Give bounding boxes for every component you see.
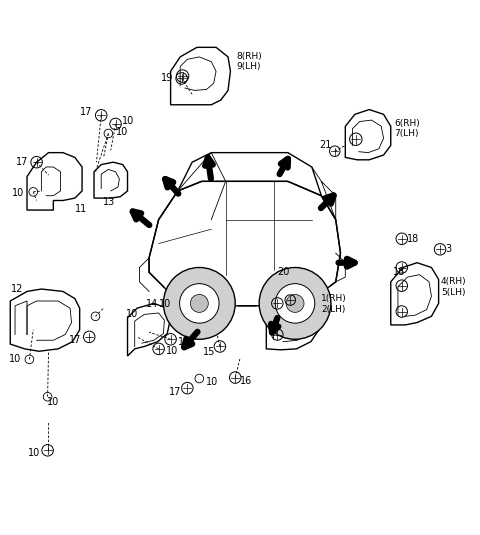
Text: 8(RH): 8(RH) — [236, 52, 262, 62]
Text: 17: 17 — [169, 387, 181, 397]
Text: 10: 10 — [116, 127, 128, 137]
Text: 9(LH): 9(LH) — [236, 62, 261, 71]
Text: 17: 17 — [16, 157, 28, 167]
Circle shape — [161, 265, 238, 342]
Text: 14: 14 — [146, 300, 158, 309]
Text: 19: 19 — [161, 73, 173, 83]
Polygon shape — [283, 276, 316, 316]
Polygon shape — [149, 181, 340, 306]
Text: 4(RH): 4(RH) — [441, 277, 467, 286]
Text: 17: 17 — [69, 335, 81, 345]
Polygon shape — [128, 303, 170, 356]
Text: 12: 12 — [11, 284, 24, 294]
Text: 10: 10 — [28, 448, 40, 458]
Text: 15: 15 — [203, 347, 215, 357]
Text: 2(LH): 2(LH) — [322, 304, 346, 314]
Text: 10: 10 — [166, 346, 178, 356]
Text: 10: 10 — [205, 377, 218, 387]
Circle shape — [276, 284, 315, 323]
Text: 21: 21 — [319, 141, 331, 150]
Text: 6(RH): 6(RH) — [394, 119, 420, 128]
Text: 5(LH): 5(LH) — [441, 288, 466, 297]
Text: 18: 18 — [407, 234, 419, 244]
Text: 7(LH): 7(LH) — [394, 129, 419, 138]
Circle shape — [163, 268, 235, 339]
Text: 13: 13 — [103, 197, 115, 208]
Circle shape — [180, 284, 219, 323]
Circle shape — [286, 294, 304, 312]
Polygon shape — [170, 47, 230, 105]
Text: 10: 10 — [9, 354, 21, 364]
Text: 10: 10 — [122, 116, 134, 126]
Text: 16: 16 — [240, 377, 252, 386]
Text: 20: 20 — [277, 268, 290, 277]
Text: 10: 10 — [126, 309, 138, 319]
Polygon shape — [10, 289, 80, 351]
Text: 10: 10 — [12, 188, 24, 198]
Text: 18: 18 — [393, 268, 406, 277]
Circle shape — [259, 268, 331, 339]
Polygon shape — [391, 263, 439, 325]
Circle shape — [257, 265, 333, 342]
Polygon shape — [94, 162, 128, 198]
Text: 1(RH): 1(RH) — [322, 294, 347, 303]
Circle shape — [191, 294, 208, 312]
Text: 10: 10 — [47, 398, 60, 408]
Text: 11: 11 — [75, 204, 87, 213]
Text: 10: 10 — [178, 337, 190, 347]
Text: 17: 17 — [80, 108, 93, 117]
Polygon shape — [266, 284, 319, 350]
Polygon shape — [345, 110, 391, 160]
Text: 10: 10 — [159, 300, 171, 309]
Polygon shape — [27, 152, 82, 210]
Text: 3: 3 — [445, 244, 451, 254]
